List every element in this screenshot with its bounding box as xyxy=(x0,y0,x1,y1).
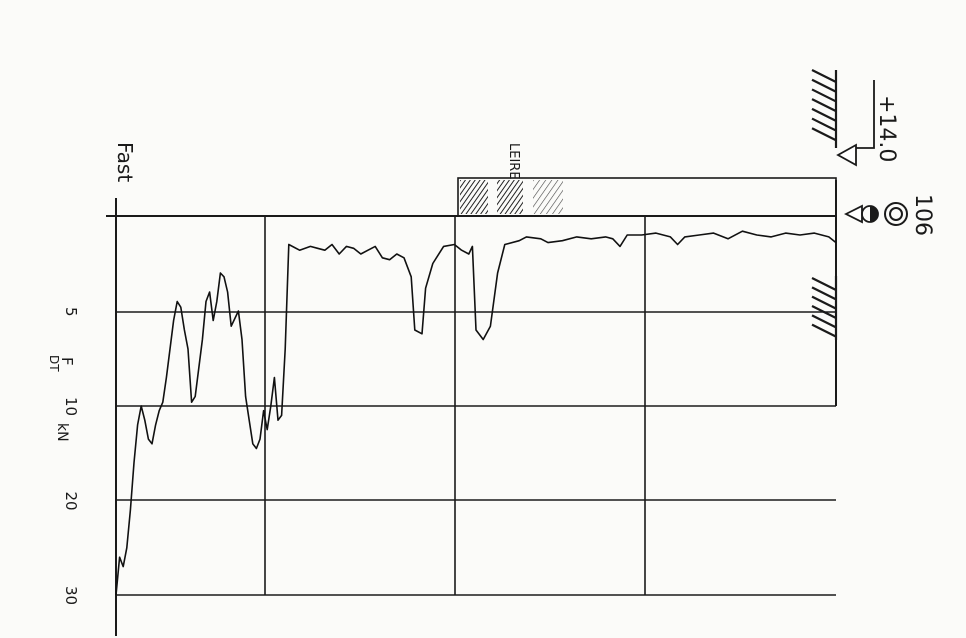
hatch-stroke xyxy=(811,78,837,93)
elevation-marker: +14.0 xyxy=(836,80,899,167)
tick-label: 10 xyxy=(62,397,80,416)
hatch-stroke xyxy=(811,117,837,132)
axis-tick-labels: 5 10 20 30 xyxy=(62,307,80,605)
hatch-stroke xyxy=(811,295,837,310)
hatch-stroke xyxy=(811,305,837,319)
soil-layer-leire xyxy=(457,177,837,217)
tick-label: 5 xyxy=(62,307,80,317)
hatch-stroke xyxy=(811,286,837,301)
axis-unit: kN xyxy=(54,423,70,442)
soil-label: LEIRE xyxy=(506,143,521,180)
borehole-id: 106 xyxy=(910,194,935,236)
hatch-stroke xyxy=(811,107,837,122)
elevation-label: +14.0 xyxy=(874,95,899,162)
hatch-stroke xyxy=(811,314,837,329)
tick-label: 30 xyxy=(62,586,80,605)
hatch-stroke xyxy=(811,127,837,142)
hatch-stroke xyxy=(811,88,837,103)
hatch-stroke xyxy=(811,323,837,338)
axis-subscript: DT xyxy=(47,355,61,372)
tick-label: 20 xyxy=(62,492,80,511)
stop-label: Fast xyxy=(113,142,137,182)
hatch-stroke xyxy=(811,277,837,291)
ground-hatching xyxy=(811,69,838,340)
axis-quantity: F xyxy=(58,357,76,366)
hatch-stroke xyxy=(811,69,837,83)
hatch-stroke xyxy=(811,98,837,113)
borehole-symbol: 106 xyxy=(843,194,935,236)
axis-title: F DT kN xyxy=(47,355,76,442)
resistance-trace xyxy=(115,230,837,596)
